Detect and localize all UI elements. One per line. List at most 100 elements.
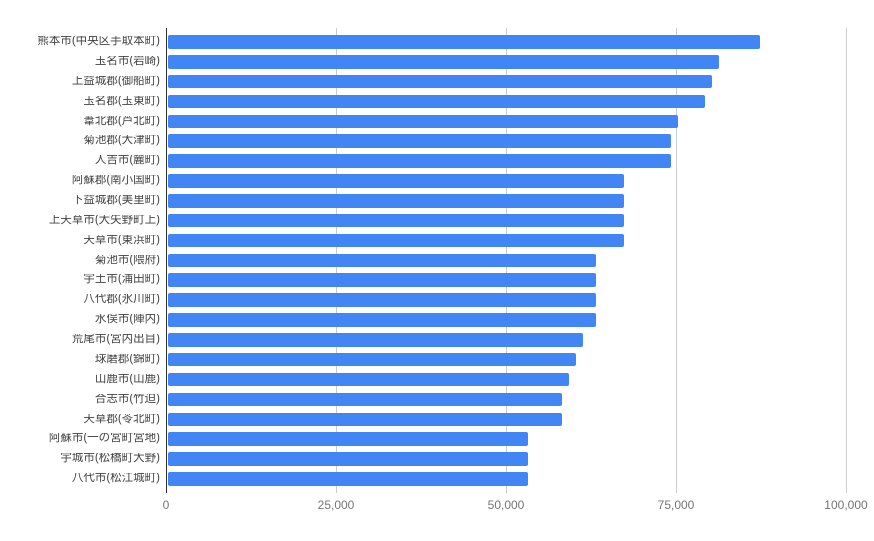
bar-track <box>168 134 874 148</box>
category-label: 菊池市(隈府) <box>94 254 160 266</box>
chart-row: 天草郡(苓北町) <box>0 409 874 429</box>
category-label: 山鹿市(山鹿) <box>94 373 160 385</box>
bar[interactable] <box>168 194 624 208</box>
category-label: 下益城郡(美里町) <box>71 195 160 207</box>
category-label: 球磨郡(錦町) <box>94 353 160 365</box>
category-label: 荒尾市(宮内出目) <box>71 334 160 346</box>
category-label: 八代市(松江城町) <box>71 473 160 485</box>
chart-row: 菊池郡(大津町) <box>0 131 874 151</box>
bar-track <box>168 313 874 327</box>
chart-row: 宇城市(松橋町大野) <box>0 449 874 469</box>
bar-track <box>168 94 874 109</box>
bar[interactable] <box>168 273 597 287</box>
chart-row: 八代市(松江城町) <box>0 469 874 489</box>
bar[interactable] <box>168 452 529 466</box>
bar[interactable] <box>168 372 570 387</box>
category-label: 玉名市(岩崎) <box>94 56 160 68</box>
bar[interactable] <box>168 432 529 446</box>
gridline <box>846 28 847 493</box>
bar[interactable] <box>168 333 583 347</box>
bar-track <box>168 74 874 89</box>
chart-row: 熊本市(中央区手取本町) <box>0 32 874 52</box>
chart-rows: 熊本市(中央区手取本町) 玉名市(岩崎) 上益城郡(御船町) 玉名郡(玉東町) 葦北郡(… <box>0 32 874 489</box>
bar[interactable] <box>168 134 672 148</box>
bar-track <box>168 194 874 208</box>
bar-track <box>168 372 874 387</box>
bar-track <box>168 55 874 69</box>
category-label: 天草郡(苓北町) <box>83 413 160 425</box>
bar-track <box>168 432 874 446</box>
bar[interactable] <box>168 35 760 49</box>
bar-track <box>168 273 874 287</box>
category-label: 宇土市(浦田町) <box>83 274 160 286</box>
x-tick-label: 100,000 <box>824 498 868 512</box>
chart-row: 上益城郡(御船町) <box>0 72 874 92</box>
bar[interactable] <box>168 55 719 69</box>
bar-track <box>168 352 874 367</box>
bar-track <box>168 253 874 268</box>
bar[interactable] <box>168 174 624 188</box>
chart-row: 球磨郡(錦町) <box>0 350 874 370</box>
bar-track <box>168 154 874 168</box>
bar[interactable] <box>168 472 529 486</box>
bar-track <box>168 392 874 407</box>
bar[interactable] <box>168 253 597 268</box>
bar-track <box>168 452 874 466</box>
bar-track <box>168 35 874 49</box>
bar-track <box>168 174 874 188</box>
chart-row: 合志市(竹迫) <box>0 389 874 409</box>
bar-track <box>168 293 874 307</box>
chart-row: 山鹿市(山鹿) <box>0 370 874 390</box>
chart-row: 宇土市(浦田町) <box>0 270 874 290</box>
chart-row: 上天草市(大矢野町上) <box>0 211 874 231</box>
chart-row: 荒尾市(宮内出目) <box>0 330 874 350</box>
bar-track <box>168 412 874 426</box>
bar[interactable] <box>168 74 712 89</box>
category-label: 阿蘇郡(南小国町) <box>71 175 160 187</box>
bar[interactable] <box>168 352 576 367</box>
bar[interactable] <box>168 313 597 327</box>
category-label: 菊池郡(大津町) <box>83 135 160 147</box>
bar-track <box>168 114 874 129</box>
chart-row: 玉名郡(玉東町) <box>0 92 874 112</box>
category-label: 玉名郡(玉東町) <box>83 95 160 107</box>
gridline <box>676 28 677 493</box>
category-label: 合志市(竹迫) <box>94 393 160 405</box>
axis-baseline <box>166 28 167 493</box>
category-label: 阿蘇市(一の宮町宮地) <box>48 433 160 445</box>
category-label: 天草市(東浜町) <box>83 234 160 246</box>
category-label: 宇城市(松橋町大野) <box>60 453 160 465</box>
bar-track <box>168 333 874 347</box>
category-label: 人吉市(麓町) <box>94 155 160 167</box>
bar[interactable] <box>168 392 563 407</box>
x-tick-label: 75,000 <box>657 498 695 512</box>
category-label: 葦北郡(芦北町) <box>83 115 160 127</box>
bar[interactable] <box>168 94 706 109</box>
bar[interactable] <box>168 154 672 168</box>
x-tick-label: 0 <box>162 498 170 512</box>
chart-row: 天草市(東浜町) <box>0 231 874 251</box>
category-label: 熊本市(中央区手取本町) <box>37 36 160 48</box>
category-label: 八代郡(氷川町) <box>83 294 160 306</box>
chart-row: 玉名市(岩崎) <box>0 52 874 72</box>
chart-row: 水俣市(陣内) <box>0 310 874 330</box>
chart-row: 阿蘇市(一の宮町宮地) <box>0 429 874 449</box>
chart-row: 阿蘇郡(南小国町) <box>0 171 874 191</box>
chart-row: 葦北郡(芦北町) <box>0 111 874 131</box>
x-tick-label: 25,000 <box>317 498 355 512</box>
category-label: 上益城郡(御船町) <box>71 75 160 87</box>
bar-track <box>168 213 874 228</box>
x-tick-label: 50,000 <box>487 498 525 512</box>
bar[interactable] <box>168 412 563 426</box>
bar[interactable] <box>168 213 624 228</box>
chart-row: 八代郡(氷川町) <box>0 290 874 310</box>
bar-track <box>168 233 874 248</box>
category-label: 水俣市(陣内) <box>94 314 160 326</box>
bar-track <box>168 472 874 486</box>
bar[interactable] <box>168 293 597 307</box>
chart-row: 人吉市(麓町) <box>0 151 874 171</box>
category-label: 上天草市(大矢野町上) <box>48 214 160 226</box>
bar[interactable] <box>168 233 624 248</box>
bar[interactable] <box>168 114 678 129</box>
